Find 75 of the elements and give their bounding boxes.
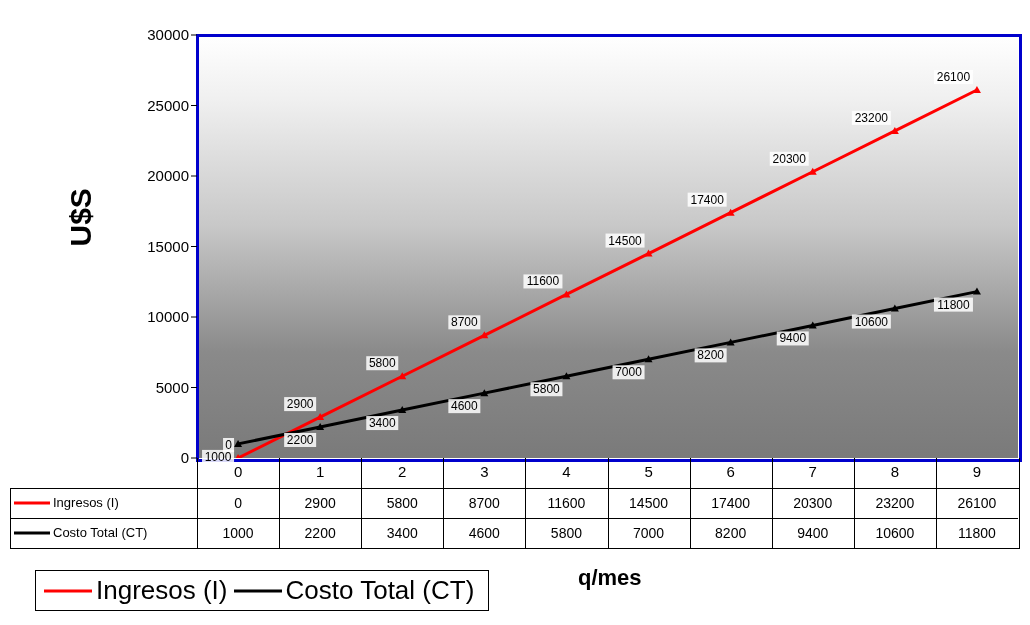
- x-tick-label: 4: [562, 462, 571, 480]
- x-tick-label: 2: [398, 462, 407, 480]
- annotation: 14500: [608, 233, 643, 248]
- y-axis-title: U$S: [63, 188, 97, 247]
- x-axis-title: q/mes: [578, 565, 642, 591]
- annotation: 8700: [451, 315, 479, 330]
- annotation: 11800: [937, 297, 971, 312]
- data-label: 7000: [631, 525, 666, 541]
- point: [644, 355, 653, 363]
- legend-label: Ingresos (I): [96, 575, 228, 606]
- data-label: 4600: [467, 525, 501, 541]
- annotation: 17400: [690, 192, 725, 207]
- annotation: 3400: [368, 416, 396, 431]
- data-label: 8200: [714, 525, 748, 541]
- x-tick-label: 8: [890, 462, 900, 480]
- data-label: 17400: [710, 495, 752, 511]
- y-tick-label: 25000: [147, 96, 189, 114]
- y-tick-label: 0: [180, 449, 189, 467]
- point: [234, 439, 243, 447]
- y-tick-label: 15000: [147, 237, 189, 255]
- text: Ingresos (I): [53, 495, 119, 510]
- annotation: 5800: [533, 382, 561, 397]
- data-label: 11800: [957, 525, 997, 541]
- data-label: 10600: [874, 525, 916, 541]
- annotation: 4600: [451, 399, 479, 414]
- text: Costo Total (CT): [285, 575, 475, 605]
- annotation: 10600: [854, 314, 889, 329]
- point: [398, 406, 407, 414]
- point: [398, 372, 407, 380]
- data-label: 1000: [221, 525, 255, 541]
- annotation: 7000: [615, 365, 643, 380]
- point: [726, 208, 735, 216]
- point: [644, 249, 653, 257]
- x-tick-label: 0: [233, 462, 243, 480]
- point: [808, 167, 817, 175]
- data-label: 2200: [303, 525, 337, 541]
- y-tick-label: 20000: [147, 167, 189, 185]
- y-tick-label: 30000: [147, 26, 189, 44]
- x-tick-label: 6: [726, 462, 735, 480]
- annotation: 2900: [286, 397, 314, 412]
- data-label: 26100: [956, 495, 998, 511]
- legend-label: Costo Total (CT): [53, 525, 148, 540]
- data-label: 8700: [467, 495, 501, 511]
- point: [890, 304, 899, 312]
- point: [480, 389, 489, 397]
- data-label: 11600: [546, 495, 587, 511]
- annotation: 2200: [286, 432, 314, 447]
- x-tick-label: 5: [644, 462, 653, 480]
- data-label: 0: [233, 495, 243, 511]
- x-tick-label: 1: [315, 462, 325, 480]
- y-tick-label: 10000: [147, 308, 189, 326]
- data-label: 5800: [549, 525, 583, 541]
- annotation: 26100: [936, 69, 971, 84]
- x-tick-label: 3: [480, 462, 489, 480]
- data-label: 20300: [792, 495, 834, 511]
- y-tick-label: 5000: [155, 378, 189, 396]
- data-label: 14500: [628, 495, 669, 511]
- point: [562, 372, 571, 380]
- annotation: 0: [225, 438, 233, 452]
- annotation: 11600: [526, 274, 560, 289]
- x-tick-label: 9: [972, 462, 982, 480]
- annotation: 8200: [697, 348, 725, 363]
- data-label: 5800: [385, 495, 419, 511]
- point: [316, 422, 325, 430]
- annotation: 1000: [204, 449, 232, 464]
- x-tick-label: 7: [808, 462, 817, 480]
- data-label: 3400: [385, 525, 419, 541]
- annotation: 20300: [772, 151, 807, 166]
- annotation: 23200: [854, 110, 889, 125]
- point: [972, 287, 981, 295]
- data-label: 9400: [796, 525, 830, 541]
- data-label: 2900: [303, 495, 337, 511]
- annotation: 9400: [779, 331, 807, 346]
- annotation: 5800: [368, 356, 396, 371]
- data-label: 23200: [874, 495, 916, 511]
